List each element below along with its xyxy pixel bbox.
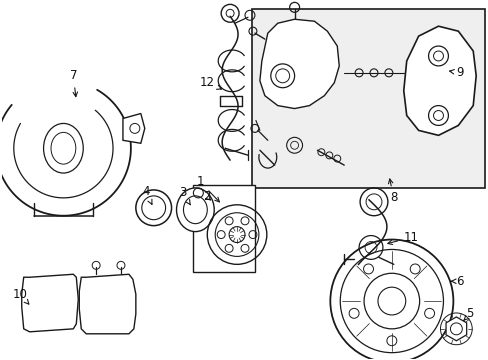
Bar <box>193 185 254 272</box>
Ellipse shape <box>43 123 83 173</box>
Polygon shape <box>445 317 466 341</box>
Text: 6: 6 <box>450 275 463 288</box>
Ellipse shape <box>176 188 214 231</box>
Text: 1: 1 <box>196 175 219 202</box>
Polygon shape <box>122 113 144 143</box>
Text: 9: 9 <box>449 66 463 79</box>
Text: 10: 10 <box>12 288 29 304</box>
Polygon shape <box>21 274 78 332</box>
Text: 4: 4 <box>142 185 152 204</box>
Text: 2: 2 <box>203 190 211 203</box>
Text: 8: 8 <box>387 179 397 204</box>
Text: 12: 12 <box>200 76 221 89</box>
Ellipse shape <box>51 132 76 164</box>
Polygon shape <box>259 19 339 109</box>
Text: 5: 5 <box>463 307 473 320</box>
Text: 7: 7 <box>69 69 77 96</box>
Ellipse shape <box>183 196 207 224</box>
Text: 3: 3 <box>179 186 190 205</box>
Text: 11: 11 <box>387 231 417 244</box>
Bar <box>251 9 484 188</box>
Polygon shape <box>79 274 136 334</box>
Polygon shape <box>403 26 475 135</box>
